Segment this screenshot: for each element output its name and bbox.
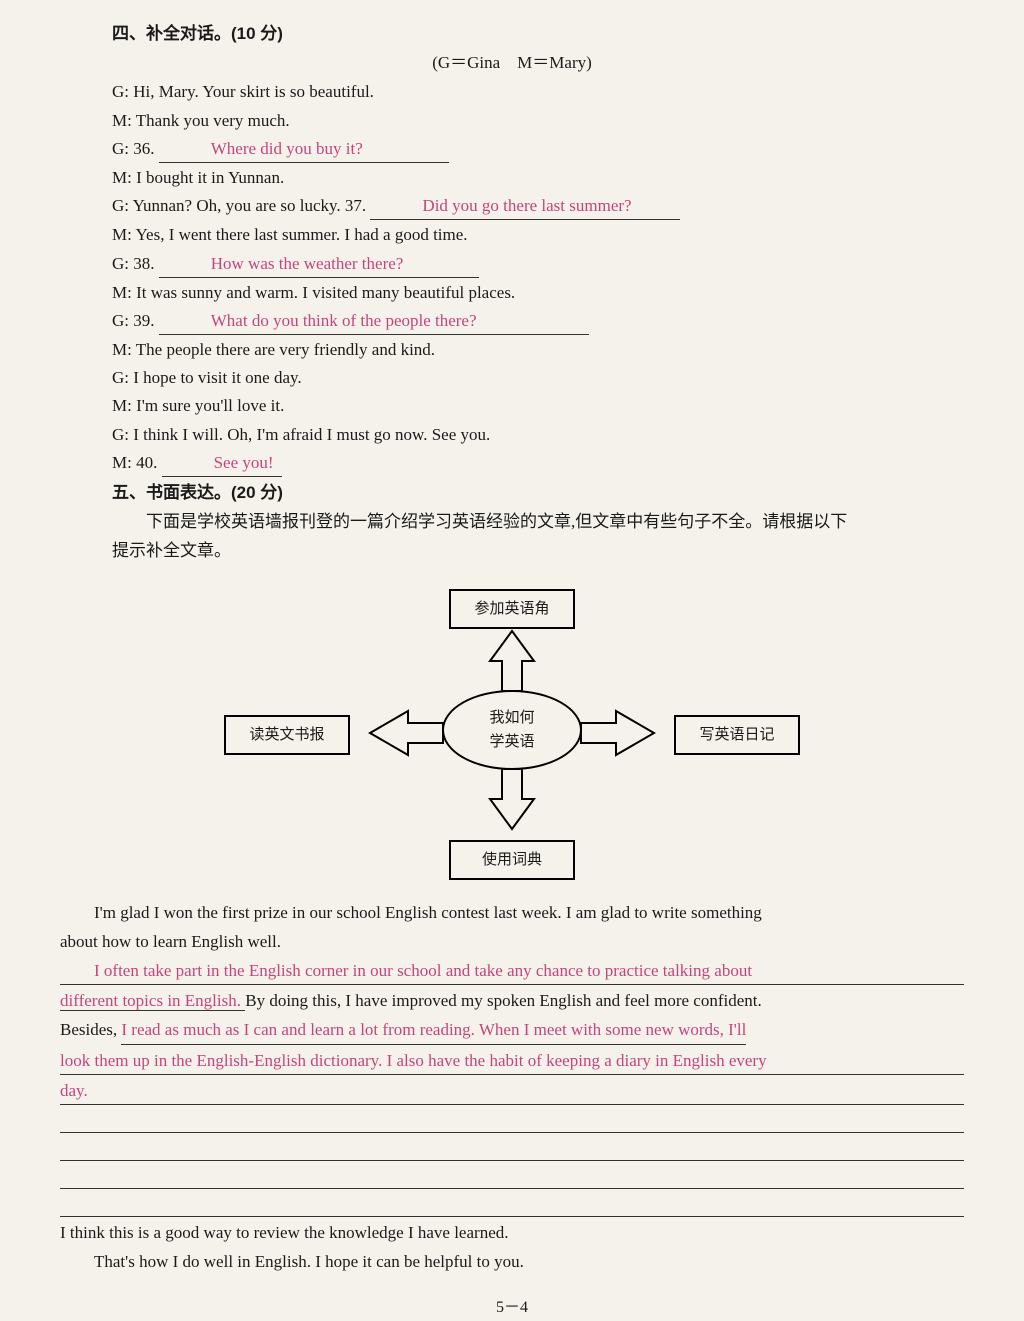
q36-answer: Where did you buy it? (211, 139, 363, 158)
q38-answer: How was the weather there? (211, 254, 404, 273)
section5-intro2: 提示补全文章。 (112, 537, 964, 564)
essay-open2: about how to learn English well. (60, 928, 964, 955)
blank-line (60, 1107, 964, 1133)
essay-blank-line3: day. (60, 1077, 964, 1105)
essay-close1: I think this is a good way to review the… (60, 1219, 964, 1246)
q40-answer: See you! (214, 453, 274, 472)
section4-title: 四、补全对话。(10 分) (60, 20, 964, 47)
dialog-line: G: Hi, Mary. Your skirt is so beautiful. (60, 78, 964, 105)
dialog-line: M: I'm sure you'll love it. (60, 392, 964, 419)
essay-mid1: By doing this, I have improved my spoken… (245, 991, 762, 1010)
q39-prefix: G: 39. (112, 311, 159, 330)
dialog-line: M: Thank you very much. (60, 107, 964, 134)
dialog-line: G: I hope to visit it one day. (60, 364, 964, 391)
q37-prefix: G: Yunnan? Oh, you are so lucky. 37. (112, 196, 370, 215)
essay-ans2c: day. (60, 1081, 88, 1100)
dialog-line-q37: G: Yunnan? Oh, you are so lucky. 37. Did… (60, 192, 964, 220)
dialog-line: G: I think I will. Oh, I'm afraid I must… (60, 421, 964, 448)
dialog-line: M: It was sunny and warm. I visited many… (60, 279, 964, 306)
dialog-line-q40: M: 40. See you! (60, 449, 964, 477)
q37-answer: Did you go there last summer? (422, 196, 631, 215)
dialog-line-q36: G: 36. Where did you buy it? (60, 135, 964, 163)
q36-prefix: G: 36. (112, 139, 159, 158)
dialog-line-q38: G: 38. How was the weather there? (60, 250, 964, 278)
blank-line (60, 1163, 964, 1189)
dialog-line-q39: G: 39. What do you think of the people t… (60, 307, 964, 335)
q38-prefix: G: 38. (112, 254, 159, 273)
essay-ans2a: I read as much as I can and learn a lot … (121, 1020, 746, 1039)
q39-answer: What do you think of the people there? (211, 311, 477, 330)
section5-intro: 下面是学校英语墙报刊登的一篇介绍学习英语经验的文章,但文章中有些句子不全。请根据… (112, 508, 964, 535)
essay-ans1a: I often take part in the English corner … (94, 961, 752, 980)
dialog-line: M: I bought it in Yunnan. (60, 164, 964, 191)
page-number: 5－4 (60, 1295, 964, 1321)
mindmap-diagram: 参加英语角 读英文书报 写英语日记 使用词典 我如何 学英语 (202, 575, 822, 885)
dialog-key: (G＝Gina M＝Mary) (60, 49, 964, 76)
q40-prefix: M: 40. (112, 453, 162, 472)
essay-mixed-line2: Besides, I read as much as I can and lea… (60, 1016, 964, 1044)
blank-line (60, 1191, 964, 1217)
essay-ans2b: look them up in the English-English dict… (60, 1051, 767, 1070)
essay-mixed-line: different topics in English. By doing th… (60, 987, 964, 1014)
essay-open1: I'm glad I won the first prize in our sc… (60, 899, 964, 926)
essay-blank-line2: look them up in the English-English dict… (60, 1047, 964, 1075)
essay-mid2a: Besides, (60, 1020, 121, 1039)
blank-line (60, 1135, 964, 1161)
essay-blank-line: I often take part in the English corner … (60, 957, 964, 985)
essay-ans1b: different topics in English. (60, 991, 245, 1010)
essay-close2: That's how I do well in English. I hope … (60, 1248, 964, 1275)
diagram-arrows (202, 575, 822, 885)
dialog-line: M: The people there are very friendly an… (60, 336, 964, 363)
section5-title: 五、书面表达。(20 分) (60, 479, 964, 506)
dialog-line: M: Yes, I went there last summer. I had … (60, 221, 964, 248)
